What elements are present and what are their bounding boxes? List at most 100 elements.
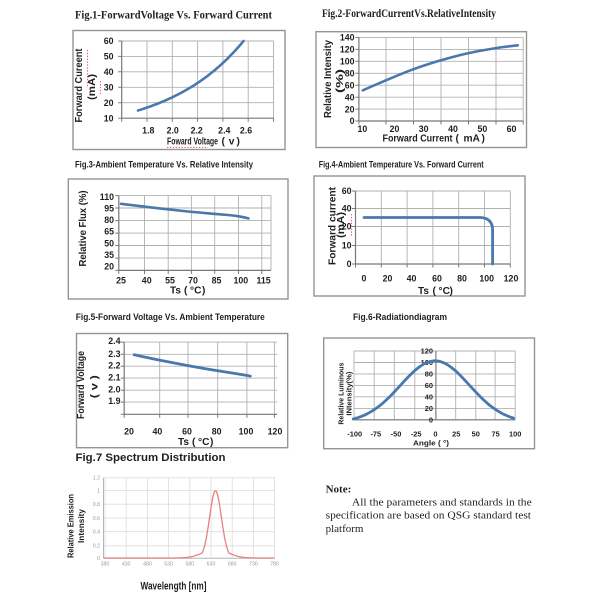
svg-text:35: 35 — [104, 250, 114, 260]
svg-text:Relative Luminous: Relative Luminous — [337, 363, 346, 425]
svg-text:480: 480 — [143, 562, 152, 568]
svg-text:2.0: 2.0 — [108, 385, 120, 395]
svg-text:( v ): ( v ) — [90, 375, 101, 398]
svg-text:100: 100 — [509, 429, 521, 438]
svg-text:680: 680 — [228, 562, 237, 568]
svg-text:-100: -100 — [347, 429, 362, 438]
svg-text:70: 70 — [188, 275, 198, 285]
svg-text:60: 60 — [182, 426, 192, 436]
svg-text:780: 780 — [270, 562, 279, 568]
svg-text:°C: °C — [198, 437, 210, 448]
svg-text:°C: °C — [190, 285, 202, 296]
svg-text:120: 120 — [421, 347, 433, 356]
svg-text:Forward Cureent: Forward Cureent — [74, 48, 85, 123]
svg-text:0.2: 0.2 — [93, 544, 100, 550]
svg-text:630: 630 — [207, 562, 216, 568]
svg-text:20: 20 — [390, 124, 400, 134]
svg-text:Relative Flux (%): Relative Flux (%) — [78, 191, 89, 267]
svg-text:50: 50 — [104, 52, 114, 62]
svg-text:Intensity: Intensity — [77, 509, 86, 543]
svg-text:730: 730 — [249, 562, 258, 568]
svg-text:Fig.3-Ambient Temperature Vs.: Fig.3-Ambient Temperature Vs. Relative I… — [75, 160, 254, 171]
svg-text:120: 120 — [268, 426, 283, 436]
svg-text:(mA): (mA) — [336, 212, 347, 238]
svg-text:(%): (%) — [335, 69, 346, 93]
svg-text:75: 75 — [491, 429, 499, 438]
svg-text:1.2: 1.2 — [93, 476, 100, 482]
svg-text:0: 0 — [97, 556, 100, 562]
svg-text:Forward Voltage: Forward Voltage — [76, 351, 87, 419]
svg-text:Fig.6-Radiationdiagram: Fig.6-Radiationdiagram — [353, 312, 447, 323]
svg-text:0.4: 0.4 — [93, 530, 100, 536]
svg-text:0: 0 — [429, 415, 433, 424]
svg-text:(: ( — [456, 134, 460, 145]
svg-text:40: 40 — [142, 275, 152, 285]
svg-text:60: 60 — [432, 274, 442, 284]
svg-text:2.6: 2.6 — [240, 126, 252, 136]
svg-text:60: 60 — [345, 80, 355, 90]
svg-text:Fig.5-Forward Voltage Vs. Ambi: Fig.5-Forward Voltage Vs. Ambient Temper… — [76, 312, 265, 323]
svg-text:2.0: 2.0 — [167, 126, 179, 136]
svg-text:50: 50 — [478, 124, 488, 134]
svg-text:100: 100 — [340, 57, 355, 67]
svg-text:Ts: Ts — [418, 286, 429, 297]
svg-text:Relative Intensity: Relative Intensity — [323, 40, 334, 118]
svg-text:10: 10 — [104, 113, 114, 123]
svg-text:50: 50 — [104, 238, 114, 248]
svg-text:All the parameters and standar: All the parameters and standards in the — [352, 496, 532, 508]
svg-text:INtensity(%): INtensity(%) — [345, 371, 354, 416]
svg-text:(: ( — [192, 437, 196, 448]
svg-text:Relative Emission: Relative Emission — [67, 494, 76, 558]
svg-text:60: 60 — [425, 381, 433, 390]
svg-text:40: 40 — [448, 124, 458, 134]
svg-text:50: 50 — [472, 429, 480, 438]
svg-text:60: 60 — [507, 124, 517, 134]
svg-text:2.1: 2.1 — [108, 373, 120, 383]
svg-text:-75: -75 — [370, 429, 381, 438]
svg-text:platform: platform — [326, 523, 364, 535]
svg-text:Angle ( °): Angle ( °) — [413, 438, 450, 447]
svg-text:20: 20 — [383, 274, 393, 284]
svg-text:25: 25 — [116, 275, 126, 285]
svg-text:100: 100 — [479, 274, 494, 284]
svg-text:Forward current: Forward current — [328, 186, 339, 265]
svg-text:°C: °C — [439, 286, 451, 297]
svg-text:Fig.1-ForwardVoltage Vs. Forwa: Fig.1-ForwardVoltage Vs. Forward Current — [75, 8, 272, 21]
svg-text:580: 580 — [185, 562, 194, 568]
svg-text:0: 0 — [347, 259, 352, 269]
svg-text:0.8: 0.8 — [93, 502, 100, 508]
svg-text:25: 25 — [452, 429, 460, 438]
svg-text:): ) — [482, 134, 485, 145]
svg-text:(: ( — [222, 137, 226, 148]
svg-text:80: 80 — [345, 69, 355, 79]
svg-text:140: 140 — [340, 33, 355, 43]
svg-text:30: 30 — [419, 124, 429, 134]
svg-text:60: 60 — [342, 186, 352, 196]
svg-text:80: 80 — [212, 426, 222, 436]
svg-text:530: 530 — [164, 562, 173, 568]
svg-text:20: 20 — [104, 98, 114, 108]
svg-text:95: 95 — [104, 203, 114, 213]
svg-text:40: 40 — [153, 426, 163, 436]
svg-text:0: 0 — [350, 116, 355, 126]
svg-text:Fig.2-ForwardCurrentVs.Relativ: Fig.2-ForwardCurrentVs.RelativeIntensity — [322, 8, 496, 20]
svg-text:(: ( — [184, 285, 188, 296]
svg-text:20: 20 — [345, 104, 355, 114]
svg-text:mA: mA — [464, 134, 481, 145]
svg-text:(: ( — [433, 286, 437, 297]
svg-text:40: 40 — [407, 274, 417, 284]
svg-text:80: 80 — [457, 274, 467, 284]
svg-text:20: 20 — [425, 404, 433, 413]
svg-text:20: 20 — [124, 426, 134, 436]
svg-text:2.3: 2.3 — [108, 349, 120, 359]
svg-text:1.9: 1.9 — [108, 396, 120, 406]
svg-text:v: v — [229, 137, 235, 148]
svg-text:2.4: 2.4 — [108, 336, 120, 346]
svg-text:10: 10 — [358, 124, 368, 134]
svg-text:20: 20 — [104, 262, 114, 272]
svg-text:80: 80 — [425, 370, 433, 379]
svg-text:): ) — [450, 286, 453, 297]
svg-text:): ) — [237, 137, 240, 148]
svg-text:100: 100 — [239, 426, 254, 436]
svg-text:120: 120 — [504, 274, 519, 284]
